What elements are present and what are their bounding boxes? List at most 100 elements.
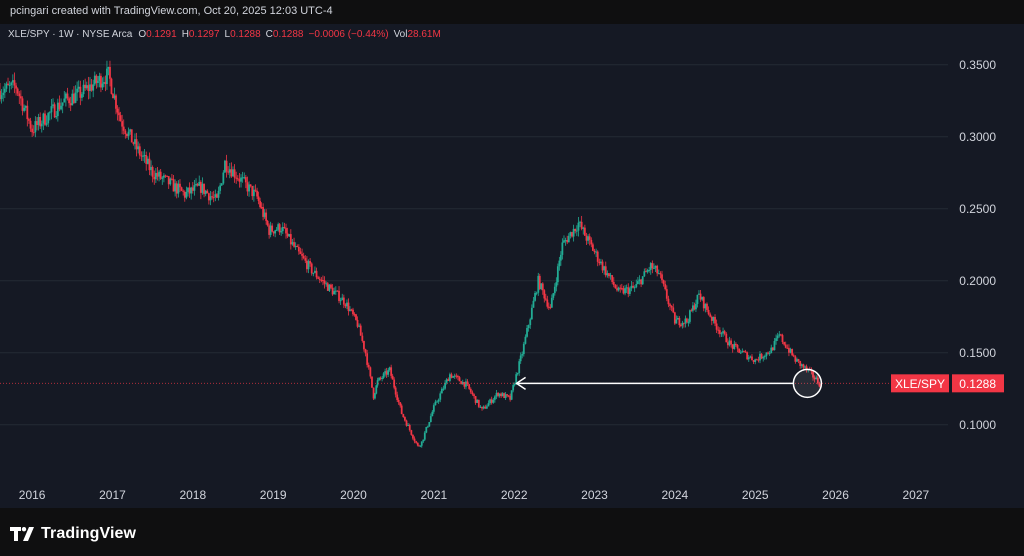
candle-body xyxy=(792,355,795,357)
candle-body xyxy=(588,236,591,240)
candle-body xyxy=(132,142,135,144)
legend-vol-value: 28.61M xyxy=(407,29,441,40)
candle-body xyxy=(299,251,302,254)
candle-body xyxy=(681,322,684,326)
candle-body xyxy=(367,364,370,368)
candle-body xyxy=(704,303,707,309)
candle-body xyxy=(89,84,91,92)
candle-body xyxy=(206,190,209,194)
candle-body xyxy=(169,178,172,185)
candle-body xyxy=(767,352,769,354)
candle-body xyxy=(399,402,402,406)
candle-body xyxy=(617,287,620,291)
candle-body xyxy=(695,303,697,310)
symbol-tag-bg xyxy=(891,374,949,393)
candle-body xyxy=(524,336,527,344)
legend-high-value: 0.1297 xyxy=(188,29,220,40)
candle-body xyxy=(243,177,246,179)
candle-body xyxy=(518,361,521,373)
candle-body xyxy=(387,370,390,375)
candle-body xyxy=(281,226,284,232)
candle-body xyxy=(341,297,344,301)
candle-body xyxy=(393,379,396,388)
candle-body xyxy=(583,227,586,236)
candle-body xyxy=(366,353,369,365)
candle-body xyxy=(567,235,570,243)
candle-body xyxy=(664,284,667,290)
candle-body xyxy=(107,66,110,69)
candle-body xyxy=(48,112,51,114)
candle-body xyxy=(786,347,789,349)
candle-body xyxy=(142,155,144,157)
candle-body xyxy=(802,364,805,368)
candle-body xyxy=(309,261,312,264)
candle-body xyxy=(382,373,385,378)
candle-body xyxy=(549,307,552,309)
candle-body xyxy=(640,279,643,285)
candle-body xyxy=(457,376,459,378)
candle-body xyxy=(469,388,472,393)
candle-body xyxy=(288,234,291,237)
candle-body xyxy=(752,360,755,362)
candle-body xyxy=(800,364,803,366)
candle-body xyxy=(463,381,466,387)
candle-body xyxy=(537,275,540,293)
candle-body xyxy=(481,406,483,409)
candle-body xyxy=(297,246,300,252)
candle-body xyxy=(791,349,794,356)
tradingview-logo[interactable]: TradingView xyxy=(10,525,136,543)
candle-body xyxy=(161,177,164,179)
candle-body xyxy=(744,351,747,353)
candle-body xyxy=(619,287,622,289)
x-tick-label: 2025 xyxy=(742,488,769,502)
candle-body xyxy=(109,66,111,79)
candle-body xyxy=(743,351,745,353)
candle-body xyxy=(241,177,244,179)
candle-body xyxy=(334,290,337,292)
candle-body xyxy=(474,396,477,403)
candle-body xyxy=(779,334,782,336)
candle-body xyxy=(93,75,96,85)
candle-body xyxy=(262,207,265,217)
candle-body xyxy=(82,84,85,95)
candle-body xyxy=(24,105,27,108)
legend-vol-label: Vol xyxy=(393,29,408,40)
x-tick-label: 2022 xyxy=(501,488,528,502)
candle-body xyxy=(773,340,776,351)
candle-body xyxy=(400,405,403,415)
candle-body xyxy=(479,406,482,408)
candle-body xyxy=(212,197,215,199)
candle-body xyxy=(553,286,556,294)
candle-body xyxy=(733,343,736,349)
candle-body xyxy=(153,176,156,180)
candle-body xyxy=(485,406,488,409)
x-tick-label: 2021 xyxy=(420,488,447,502)
candle-body xyxy=(723,331,726,334)
candle-body xyxy=(426,426,429,428)
price-chart[interactable]: 0.1000 0.1500 0.2000 0.2500 0.3000 0.3500 2016… xyxy=(0,24,1024,508)
attribution-text: pcingari created with TradingView.com, O… xyxy=(10,5,333,17)
candle-body xyxy=(217,190,220,198)
candle-body xyxy=(259,200,261,208)
candle-body xyxy=(378,377,380,381)
candle-body xyxy=(717,329,720,331)
candle-body xyxy=(183,191,186,198)
candle-body xyxy=(285,228,287,234)
candle-body xyxy=(796,359,798,362)
candle-body xyxy=(330,284,332,288)
candle-body xyxy=(436,401,438,403)
candle-body xyxy=(326,283,329,291)
candle-body xyxy=(397,400,400,403)
tradingview-logo-text: TradingView xyxy=(41,525,137,542)
candle-body xyxy=(315,270,318,278)
candle-body xyxy=(405,420,408,426)
candle-body xyxy=(274,230,277,234)
legend-open-value: 0.1291 xyxy=(146,29,177,40)
candle-body xyxy=(510,390,513,400)
candle-body xyxy=(684,318,687,324)
candle-body xyxy=(728,340,731,346)
chart-area[interactable] xyxy=(0,24,1024,508)
y-tick-label: 0.2500 xyxy=(959,202,996,216)
candle-body xyxy=(473,394,475,397)
y-tick-label: 0.1000 xyxy=(959,418,996,432)
